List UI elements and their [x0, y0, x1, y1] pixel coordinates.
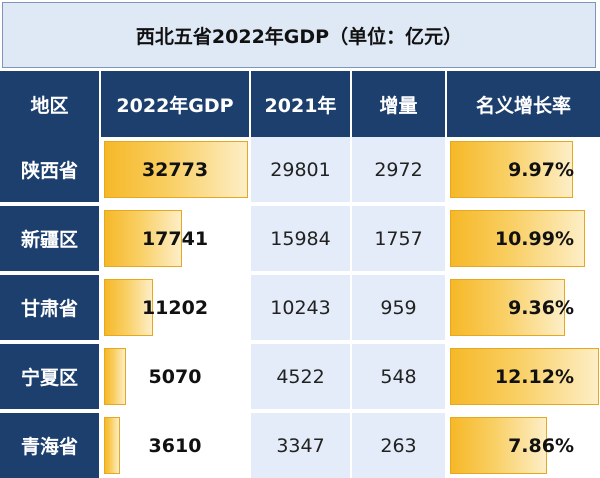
gdp-data-bar [104, 210, 182, 267]
gdp2021-cell: 15984 [251, 206, 350, 271]
gdp2022-value: 11202 [141, 296, 209, 319]
header-divider [350, 71, 352, 137]
gdp2021-cell: 4522 [251, 344, 350, 409]
gdp2022-cell: 11202 [101, 275, 249, 340]
increase-cell: 1757 [352, 206, 445, 271]
rate-cell: 9.97% [447, 137, 600, 202]
region-cell: 甘肃省 [0, 275, 99, 340]
table-title: 西北五省2022年GDP（单位：亿元） [2, 2, 596, 68]
header-divider [99, 71, 101, 137]
rate-data-bar [450, 279, 565, 336]
gdp2022-value: 17741 [141, 227, 209, 250]
gdp2021-cell: 10243 [251, 275, 350, 340]
increase-cell: 959 [352, 275, 445, 340]
gdp2021-cell: 29801 [251, 137, 350, 202]
rate-value: 12.12% [494, 365, 574, 388]
gdp-data-bar [104, 279, 153, 336]
region-cell: 宁夏区 [0, 344, 99, 409]
gdp2022-cell: 32773 [101, 137, 249, 202]
region-cell: 新疆区 [0, 206, 99, 271]
rate-data-bar [450, 210, 585, 267]
header-divider [445, 71, 447, 137]
gdp2022-cell: 17741 [101, 206, 249, 271]
gdp2022-cell: 5070 [101, 344, 249, 409]
rate-cell: 10.99% [447, 206, 600, 271]
title-area: 西北五省2022年GDP（单位：亿元） [0, 0, 600, 71]
rate-value: 9.97% [508, 158, 574, 181]
increase-cell: 2972 [352, 137, 445, 202]
rate-data-bar [450, 348, 599, 405]
gdp-data-bar [104, 141, 248, 198]
rate-value: 10.99% [494, 227, 574, 250]
region-cell: 陕西省 [0, 137, 99, 202]
rate-value: 9.36% [508, 296, 574, 319]
rate-cell: 9.36% [447, 275, 600, 340]
header-gdp2022: 2022年GDP [116, 94, 234, 117]
rate-data-bar [450, 141, 573, 198]
gdp-data-bar [104, 348, 126, 405]
gdp2022-value: 32773 [141, 158, 209, 181]
header-increase: 增量 [379, 94, 418, 117]
header-region: 地区 [30, 94, 69, 117]
increase-cell: 548 [352, 344, 445, 409]
gdp2022-value: 5070 [148, 365, 202, 388]
header-divider [249, 71, 251, 137]
rate-cell: 12.12% [447, 344, 600, 409]
header-gdp2021: 2021年 [264, 94, 337, 117]
header-rate: 名义增长率 [475, 94, 571, 117]
